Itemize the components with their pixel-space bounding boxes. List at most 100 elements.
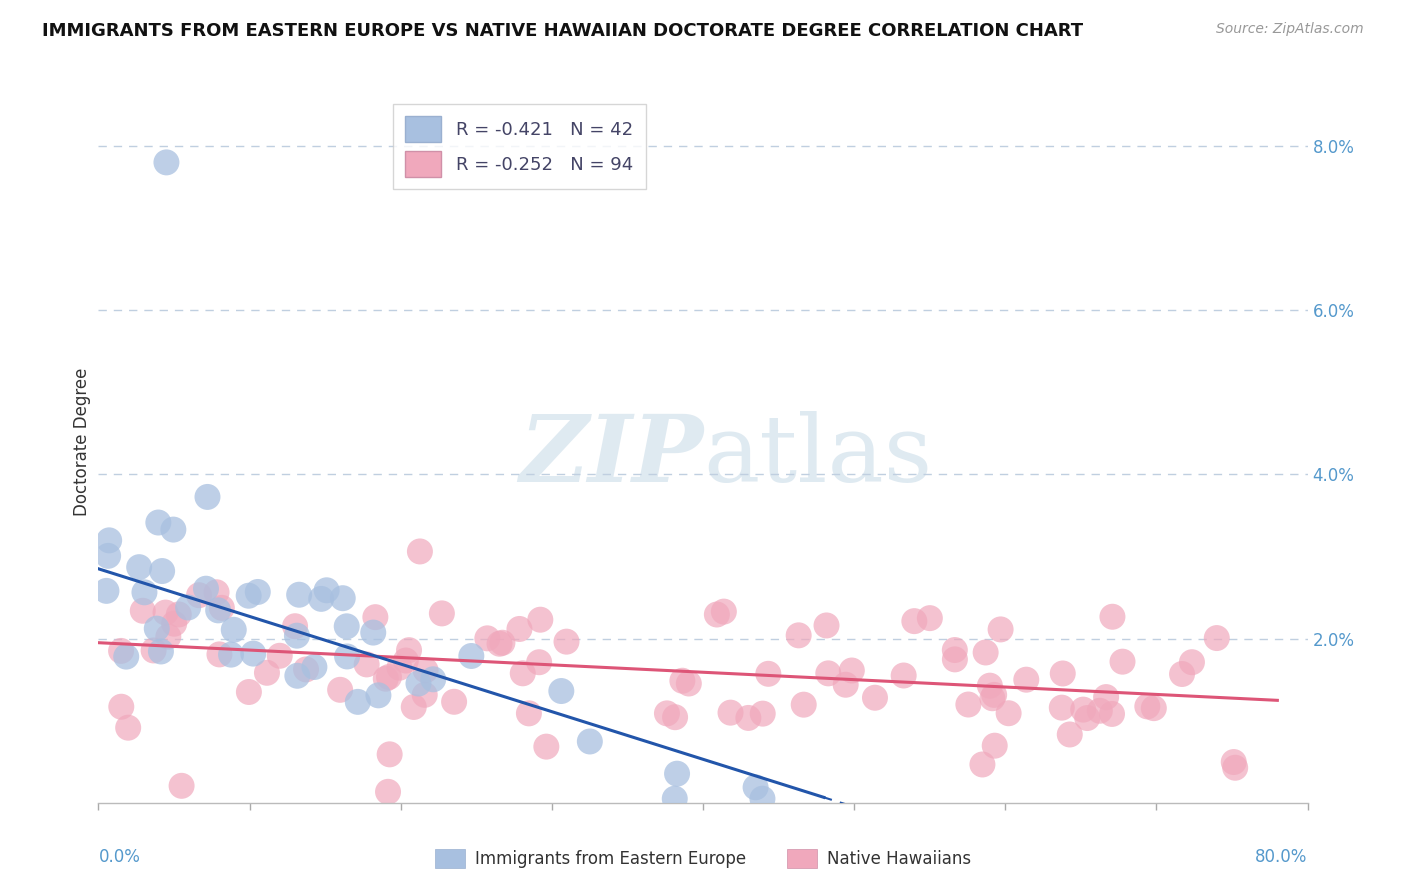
Point (678, 676, 700, 690)
Point (550, 684, 572, 698)
Point (1136, 699, 1159, 714)
Point (208, 648, 231, 662)
Point (155, 155, 177, 169)
Point (529, 613, 551, 627)
Point (1101, 706, 1123, 721)
Point (97, 549, 120, 563)
Point (744, 780, 766, 795)
Point (222, 623, 245, 637)
Point (285, 629, 308, 643)
Point (1171, 667, 1194, 681)
Point (409, 544, 432, 558)
Point (188, 588, 211, 602)
Point (195, 582, 218, 596)
Point (1088, 704, 1111, 718)
Point (295, 662, 318, 676)
Point (527, 655, 550, 669)
Point (706, 607, 728, 622)
Point (115, 649, 138, 664)
Point (536, 739, 558, 754)
Point (395, 654, 418, 668)
Point (1071, 703, 1094, 717)
Point (315, 583, 337, 598)
Point (477, 632, 499, 646)
Point (110, 644, 132, 658)
Point (145, 622, 167, 636)
Point (979, 679, 1001, 693)
Point (284, 619, 307, 633)
Point (666, 766, 689, 780)
Point (117, 721, 139, 735)
Point (246, 585, 269, 599)
Point (655, 706, 678, 721)
Point (367, 689, 389, 703)
Point (1222, 755, 1244, 769)
Point (751, 706, 773, 721)
Point (443, 695, 465, 709)
Point (1205, 631, 1227, 645)
Point (148, 516, 170, 530)
Y-axis label: Doctorate Degree: Doctorate Degree (73, 368, 91, 516)
Point (413, 688, 436, 702)
Point (96, 583, 118, 598)
Point (422, 673, 444, 687)
Point (398, 643, 420, 657)
Point (555, 634, 578, 648)
Point (238, 685, 260, 699)
Point (197, 490, 219, 504)
Point (1076, 711, 1098, 725)
Point (162, 523, 184, 537)
Point (378, 670, 401, 684)
Point (713, 605, 735, 619)
Point (957, 698, 980, 712)
Point (170, 779, 193, 793)
Point (817, 666, 839, 681)
Point (110, 699, 132, 714)
Point (285, 669, 308, 683)
Point (983, 688, 1005, 702)
Point (309, 591, 332, 606)
Point (664, 710, 686, 724)
Point (918, 611, 941, 625)
Point (346, 695, 368, 709)
Text: ZIP: ZIP (519, 411, 703, 501)
Point (793, 698, 815, 712)
Legend: R = -0.421   N = 42, R = -0.252   N = 94: R = -0.421 N = 42, R = -0.252 N = 94 (392, 103, 645, 189)
Point (508, 622, 530, 636)
Legend: Immigrants from Eastern Europe, Native Hawaiians: Immigrants from Eastern Europe, Native H… (427, 842, 979, 875)
Point (155, 606, 177, 620)
Point (1111, 655, 1133, 669)
Text: Source: ZipAtlas.com: Source: ZipAtlas.com (1216, 22, 1364, 37)
Point (488, 637, 510, 651)
Point (167, 607, 190, 622)
Point (364, 610, 387, 624)
Point (751, 791, 773, 805)
Point (332, 591, 354, 606)
Point (671, 673, 693, 688)
Point (157, 630, 180, 644)
Point (132, 604, 155, 618)
Point (415, 663, 437, 677)
Point (269, 648, 291, 663)
Point (1095, 690, 1118, 704)
Point (863, 690, 886, 705)
Point (361, 625, 384, 640)
Point (149, 644, 172, 658)
Point (1050, 700, 1073, 714)
Text: atlas: atlas (703, 411, 932, 501)
Point (756, 666, 779, 681)
Point (1143, 701, 1166, 715)
Point (150, 564, 173, 578)
Point (579, 734, 602, 748)
Point (336, 619, 359, 633)
Point (943, 652, 966, 666)
Point (893, 668, 915, 682)
Point (491, 636, 513, 650)
Point (163, 616, 186, 631)
Point (815, 618, 838, 632)
Point (402, 700, 425, 714)
Point (974, 645, 997, 659)
Point (517, 706, 540, 721)
Point (430, 607, 453, 621)
Point (207, 603, 229, 617)
